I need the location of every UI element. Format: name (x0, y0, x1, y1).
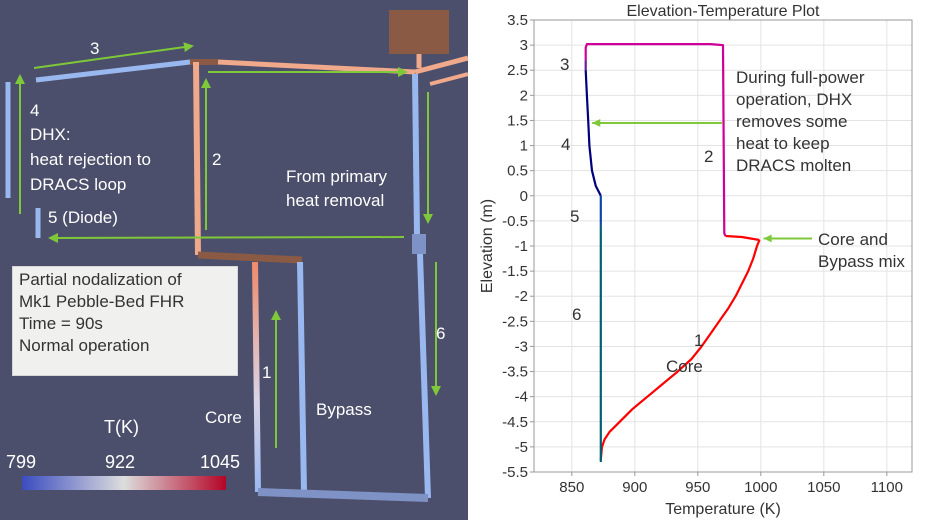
y-tick-label: -4.5 (502, 414, 528, 431)
pipe-bypass (297, 261, 307, 493)
y-tick-label: 0 (520, 188, 528, 205)
y-tick-label: 0.5 (507, 163, 528, 180)
dhx-note-line-1: During full-power (736, 68, 865, 87)
label-segment-3: 3 (90, 39, 99, 58)
y-tick-label: -2.5 (502, 313, 528, 330)
y-tick-label: 2.5 (507, 62, 528, 79)
pipe-segment-3 (35, 59, 191, 83)
chart-title: Elevation-Temperature Plot (627, 3, 821, 20)
dhx-note-line-4: heat to keep (736, 134, 830, 153)
series-line-mix (725, 234, 760, 242)
dhx-annotation: During full-power operation, DHX removes… (736, 67, 865, 177)
pipe-top-right-lower (429, 72, 468, 86)
y-tick-label: -3 (515, 338, 528, 355)
label-primary-line1: From primary (286, 167, 388, 186)
dhx-note-line-3: removes some (736, 112, 848, 131)
x-tick-label: 850 (559, 479, 584, 496)
segment-label-5: 5 (570, 207, 579, 226)
dhx-note-line-2: operation, DHX (736, 90, 853, 109)
label-primary-line2: heat removal (286, 191, 384, 210)
segment-label-3: 3 (560, 55, 569, 74)
info-line-4: Normal operation (19, 336, 150, 355)
mix-annotation-arrow-head (763, 234, 772, 243)
dhx-annotation-arrow-head (592, 119, 601, 127)
flow-arrows (15, 42, 441, 448)
y-tick-label: -5.5 (502, 464, 528, 481)
annotation-arrows (592, 119, 812, 243)
label-dhx-line1: heat rejection to (30, 150, 151, 169)
pipe-segment-6 (417, 253, 431, 499)
mix-annotation: Core and Bypass mix (818, 229, 905, 273)
series-line-1 (599, 239, 761, 460)
label-dhx-line2: DRACS loop (30, 175, 126, 194)
elevation-temperature-chart: 3.5 3 2.5 2 1.5 1 0.5 0 -0.5 -1 -1.5 -2 -2.5 -3 -3.5 -4… (479, 3, 913, 518)
pipe-core (252, 261, 261, 493)
label-segment-4: 4 (30, 101, 39, 120)
y-tick-label: 2 (520, 87, 528, 104)
pipes (5, 10, 468, 502)
y-tick-label: -0.5 (502, 213, 528, 230)
pipe-top-right (414, 55, 468, 75)
series-line-4 (584, 70, 602, 197)
colorbar-mid-label: 922 (105, 452, 135, 472)
x-tick-label: 900 (622, 479, 647, 496)
y-tick-label: -4 (515, 389, 528, 406)
colorbar-max-label: 1045 (200, 452, 240, 472)
pipe-right-riser (412, 73, 420, 236)
colorbar (22, 476, 226, 490)
y-axis-label: Elevation (m) (479, 199, 496, 293)
pipe-top-header (217, 59, 416, 75)
y-tick-label: -5 (515, 439, 528, 456)
label-diode: 5 (Diode) (48, 208, 118, 227)
x-tick-label: 1100 (871, 479, 903, 496)
y-tick-label: 1 (520, 138, 528, 155)
series-line-2 (584, 43, 727, 237)
pipe-core-header (197, 251, 303, 264)
label-segment-2: 2 (212, 150, 221, 169)
y-tick-label: 3.5 (507, 12, 528, 29)
x-tick-label: 1050 (807, 479, 840, 496)
x-tick-labels: 850 900 950 1000 1050 1100 (559, 479, 903, 496)
tank (389, 10, 449, 54)
segment-label-1: 1 (694, 331, 703, 350)
pipe-bottom (257, 488, 429, 502)
info-line-3: Time = 90s (19, 314, 103, 333)
y-tick-label: -2 (515, 288, 528, 305)
pipe-segment-2 (193, 61, 201, 256)
y-tick-label: -1 (515, 238, 528, 255)
segment-label-2: 2 (704, 147, 713, 166)
nodalization-panel: 3 4 DHX: heat rejection to DRACS loop 2 … (0, 0, 468, 520)
colorbar-title: T(K) (104, 417, 139, 437)
mix-note-line-1: Core and (818, 230, 888, 249)
info-box: Partial nodalization of Mk1 Pebble-Bed F… (12, 266, 238, 376)
y-tick-label: 3 (520, 37, 528, 54)
x-axis-label: Temperature (K) (665, 501, 781, 518)
info-line-2: Mk1 Pebble-Bed FHR (19, 292, 185, 311)
y-tick-label: 1.5 (507, 112, 528, 129)
segment-label-6: 6 (572, 305, 581, 324)
label-bypass: Bypass (316, 400, 372, 419)
label-dhx-title: DHX: (30, 125, 71, 144)
x-tick-label: 1000 (744, 479, 777, 496)
mix-note-line-2: Bypass mix (818, 252, 905, 271)
y-tick-labels: 3.5 3 2.5 2 1.5 1 0.5 0 -0.5 -1 -1.5 -2 -2.5 -3 -3.5 -4… (502, 12, 528, 481)
segment-label-4: 4 (561, 135, 570, 154)
y-tick-label: -3.5 (502, 364, 528, 381)
arrow-diode-return (48, 232, 405, 243)
label-core: Core (205, 408, 242, 427)
label-segment-6: 6 (436, 324, 445, 343)
colorbar-min-label: 799 (6, 452, 36, 472)
nodalization-diagram: 3 4 DHX: heat rejection to DRACS loop 2 … (5, 10, 468, 502)
arrow-3 (33, 42, 194, 69)
y-tick-label: -1.5 (502, 263, 528, 280)
dhx-note-line-5: DRACS molten (736, 156, 852, 175)
x-tick-label: 950 (685, 479, 710, 496)
segment-label-core: Core (666, 357, 703, 376)
junction (412, 234, 426, 254)
plot-frame (533, 19, 913, 473)
chart-panel: 3.5 3 2.5 2 1.5 1 0.5 0 -0.5 -1 -1.5 -2 -2.5 -3 -3.5 -4… (468, 0, 936, 520)
series-lines (584, 43, 761, 462)
info-line-1: Partial nodalization of (19, 270, 182, 289)
label-segment-1: 1 (262, 363, 271, 382)
